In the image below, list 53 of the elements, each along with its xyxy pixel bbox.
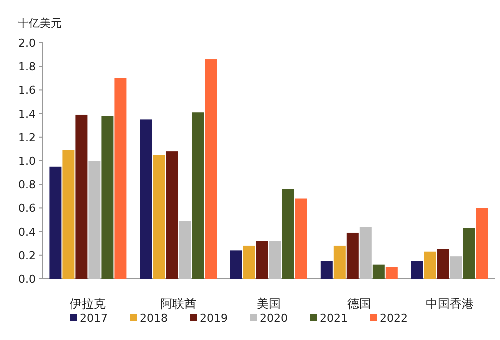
- bar: [50, 166, 62, 279]
- bar: [88, 161, 101, 279]
- bar: [140, 120, 152, 279]
- bar: [450, 256, 462, 279]
- bar: [153, 155, 166, 279]
- legend-label: 2018: [140, 312, 168, 325]
- bar: [282, 189, 294, 279]
- bar: [437, 250, 450, 279]
- bar: [296, 198, 308, 279]
- legend-label: 2017: [80, 312, 108, 325]
- y-tick-label: 0.4: [18, 226, 36, 239]
- y-tick-label: 0.2: [18, 249, 36, 262]
- bar: [256, 241, 268, 279]
- bar: [179, 221, 192, 279]
- bar: [346, 232, 359, 279]
- y-tick-label: 1.4: [18, 108, 36, 121]
- x-tick-label: 伊拉克: [70, 297, 106, 311]
- bar: [244, 246, 256, 279]
- y-tick-label: 1.6: [18, 84, 36, 98]
- bar: [320, 261, 333, 279]
- bar: [205, 60, 218, 279]
- bar: [372, 264, 385, 279]
- bar: [62, 150, 75, 279]
- bar: [230, 250, 242, 279]
- bar: [192, 112, 204, 279]
- bar: [334, 246, 346, 279]
- legend-label: 2019: [200, 312, 228, 325]
- y-tick-label: 1.2: [18, 131, 36, 144]
- x-tick-label: 阿联酋: [160, 297, 197, 311]
- bar: [270, 241, 282, 279]
- legend-label: 2022: [380, 312, 408, 325]
- x-tick-label: 中国香港: [426, 297, 474, 311]
- y-tick-label: 0.6: [18, 202, 36, 216]
- legend-label: 2020: [260, 312, 288, 325]
- legend-label: 2021: [320, 312, 348, 325]
- y-tick-label: 2.0: [18, 37, 36, 50]
- y-tick-label: 1.8: [18, 60, 36, 74]
- bar: [360, 227, 372, 279]
- y-tick-label: 1.0: [18, 155, 36, 168]
- bar: [166, 152, 178, 279]
- bar: [386, 267, 398, 279]
- y-tick-label: 0.0: [18, 273, 36, 286]
- bar: [76, 114, 88, 279]
- bar: [476, 208, 488, 279]
- x-tick-label: 德国: [347, 297, 372, 311]
- bar: [114, 78, 127, 279]
- bar: [411, 261, 424, 279]
- bar: [424, 252, 436, 279]
- bar: [463, 228, 476, 279]
- bar: [102, 116, 114, 279]
- y-tick-label: 0.8: [18, 178, 36, 192]
- y-axis-title: 十亿美元: [18, 17, 62, 30]
- x-tick-label: 美国: [257, 297, 281, 311]
